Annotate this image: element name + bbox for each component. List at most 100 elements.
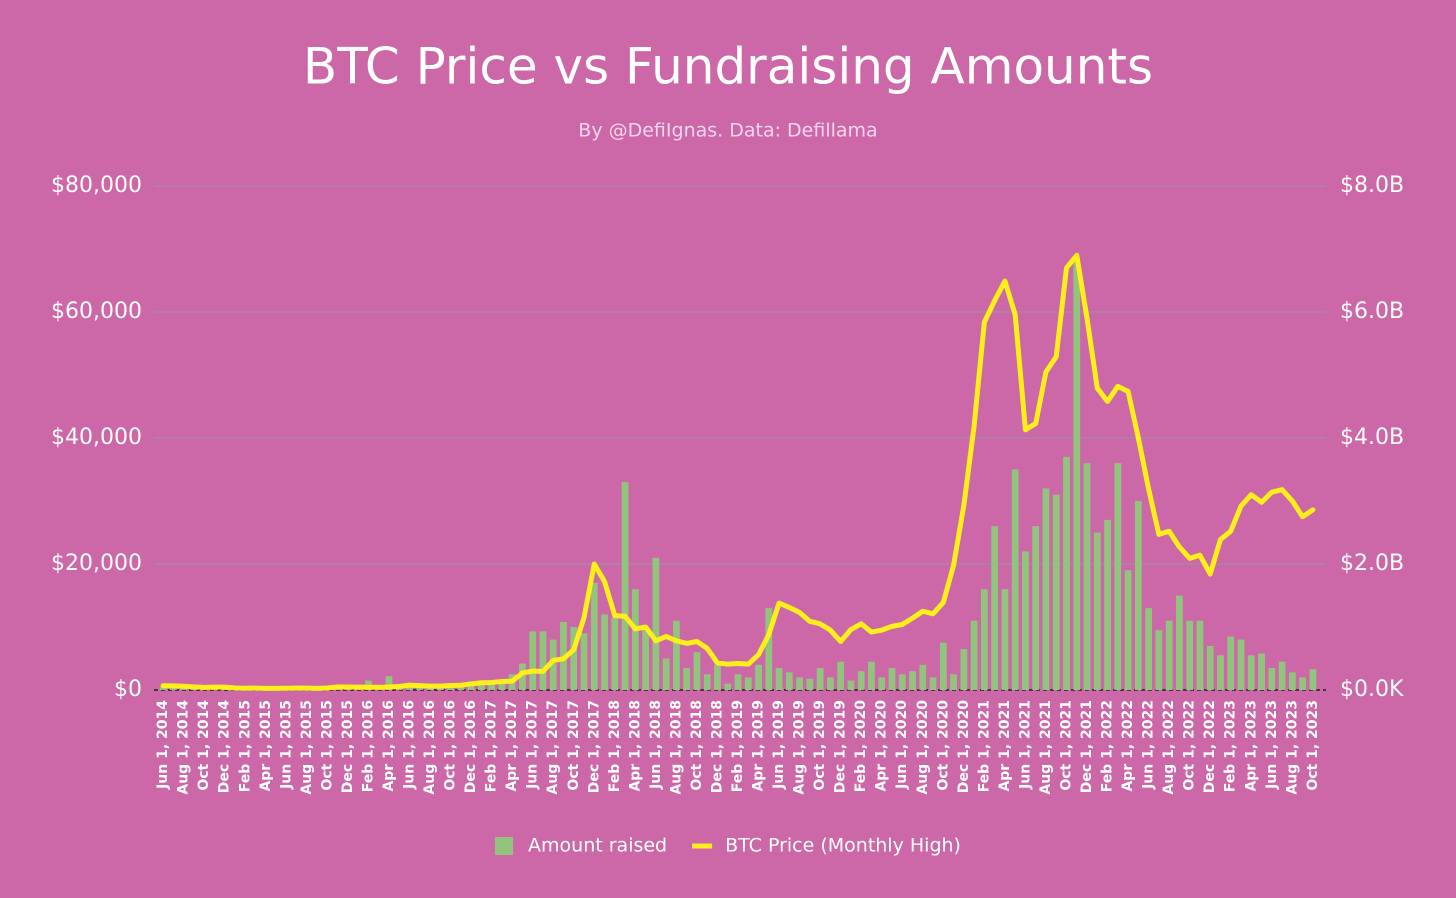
bar — [1032, 526, 1040, 690]
bar — [724, 683, 732, 690]
bar — [1278, 661, 1286, 690]
x-tick-label: Feb 1, 2017 — [484, 700, 500, 792]
bar — [467, 686, 475, 690]
bar — [519, 663, 526, 690]
bar — [488, 683, 496, 690]
bar — [549, 639, 557, 690]
bar — [929, 677, 937, 690]
bar — [611, 617, 619, 690]
x-tick-label: Oct 1, 2023 — [1305, 700, 1321, 791]
x-tick-label: Aug 1, 2021 — [1038, 700, 1054, 795]
x-tick-label: Aug 1, 2015 — [299, 700, 315, 795]
y-tick-label: $40,000 — [51, 425, 142, 450]
bar — [457, 685, 465, 690]
bar — [868, 661, 875, 690]
bar — [170, 688, 177, 690]
bar — [426, 687, 434, 690]
x-tick-label: Aug 1, 2017 — [545, 700, 561, 795]
bar — [590, 582, 598, 690]
x-tick-label: Apr 1, 2016 — [381, 700, 397, 792]
bar — [683, 667, 691, 690]
x-tick-label: Jun 1, 2022 — [1141, 700, 1157, 790]
bar — [837, 661, 845, 690]
y2-tick-label: $4.0B — [1340, 425, 1404, 450]
bar — [1165, 620, 1173, 690]
y-tick-label: $20,000 — [51, 551, 142, 576]
bar — [1288, 672, 1296, 690]
bar — [1155, 630, 1163, 690]
legend-swatch — [495, 837, 514, 855]
x-tick-label: Oct 1, 2018 — [689, 700, 705, 791]
bar — [703, 674, 711, 690]
bar — [857, 671, 865, 690]
bar — [878, 677, 886, 690]
bar — [1042, 488, 1050, 690]
bar — [1104, 519, 1111, 690]
bar — [1227, 636, 1235, 690]
bar — [1299, 677, 1306, 690]
bar — [796, 677, 803, 690]
x-tick-label: Jun 1, 2014 — [155, 700, 171, 790]
x-tick-label: Dec 1, 2019 — [833, 700, 849, 793]
bar — [385, 676, 393, 690]
x-tick-label: Apr 1, 2015 — [258, 700, 274, 792]
x-tick-label: Aug 1, 2019 — [792, 700, 808, 795]
bar — [159, 686, 167, 690]
bar — [1114, 463, 1122, 690]
x-tick-label: Aug 1, 2020 — [915, 700, 931, 795]
x-tick-label: Jun 1, 2016 — [402, 700, 418, 790]
x-tick-label: Dec 1, 2016 — [463, 700, 479, 793]
x-tick-label: Oct 1, 2022 — [1182, 700, 1198, 791]
bar — [477, 684, 485, 690]
bar — [673, 620, 680, 690]
bar — [1083, 463, 1091, 690]
y-tick-label: $0 — [114, 677, 142, 702]
bar — [1073, 261, 1081, 690]
x-tick-label: Feb 1, 2019 — [730, 700, 746, 792]
bar — [950, 674, 957, 690]
bar — [1258, 653, 1265, 690]
x-tick-label: Jun 1, 2020 — [894, 700, 910, 790]
x-tick-label: Oct 1, 2020 — [935, 700, 951, 791]
x-tick-label: Oct 1, 2015 — [319, 700, 335, 791]
x-tick-label: Dec 1, 2018 — [709, 700, 725, 793]
x-tick-label: Dec 1, 2014 — [217, 700, 233, 793]
bar — [1134, 501, 1142, 690]
bar — [621, 482, 629, 690]
bar — [970, 620, 978, 690]
bar — [1247, 655, 1255, 690]
y-tick-label: $60,000 — [51, 299, 142, 324]
x-tick-label: Dec 1, 2020 — [956, 700, 972, 793]
x-tick-label: Jun 1, 2017 — [525, 700, 541, 790]
x-tick-label: Apr 1, 2022 — [1120, 700, 1136, 792]
bar — [847, 680, 855, 690]
bar — [1093, 532, 1101, 690]
bar — [898, 674, 906, 690]
x-tick-label: Dec 1, 2022 — [1202, 700, 1218, 793]
y2-tick-label: $0.0K — [1340, 677, 1404, 702]
x-tick-label: Apr 1, 2023 — [1243, 700, 1259, 792]
bar — [827, 677, 834, 690]
x-tick-label: Aug 1, 2014 — [176, 700, 192, 795]
x-tick-label: Feb 1, 2022 — [1100, 700, 1116, 792]
bar — [406, 686, 413, 690]
bar — [1268, 667, 1276, 690]
legend-label: Amount raised — [528, 835, 667, 857]
bar — [909, 671, 916, 690]
bar — [1063, 456, 1070, 690]
bar — [190, 688, 198, 690]
x-tick-label: Aug 1, 2023 — [1284, 700, 1300, 795]
bar — [1022, 551, 1029, 690]
bar — [1145, 608, 1153, 690]
bar — [1309, 669, 1317, 690]
x-tick-label: Dec 1, 2017 — [586, 700, 602, 793]
x-tick-label: Jun 1, 2021 — [1017, 700, 1033, 790]
x-tick-label: Jun 1, 2018 — [648, 700, 664, 790]
bar — [416, 686, 424, 690]
bar — [714, 664, 721, 690]
bar — [580, 633, 588, 690]
bar — [642, 627, 649, 690]
bar — [539, 631, 547, 690]
x-tick-label: Apr 1, 2018 — [627, 700, 643, 792]
